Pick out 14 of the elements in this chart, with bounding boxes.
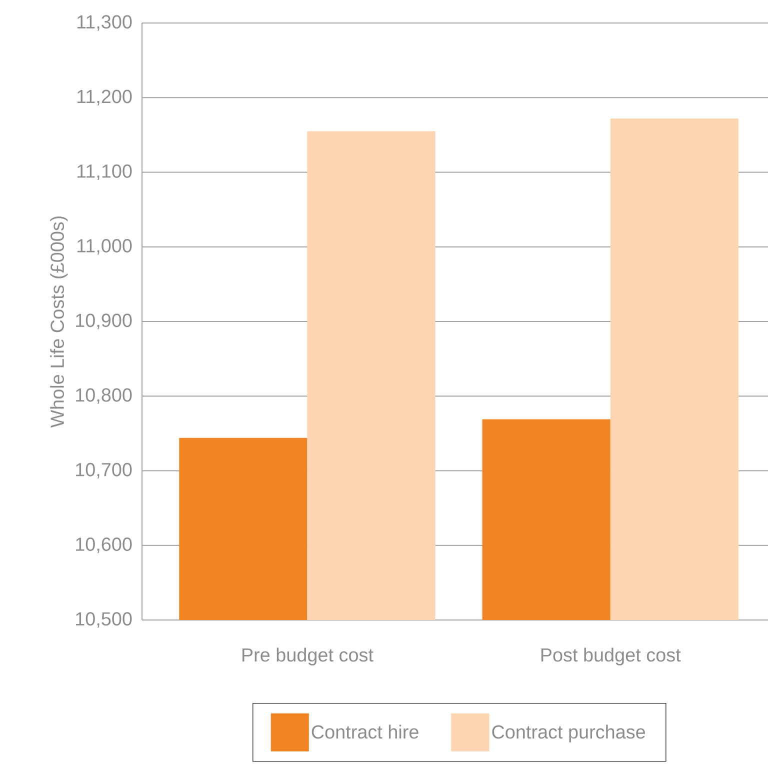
y-tick-label: 10,800 [76,388,132,404]
y-tick-label: 10,600 [76,538,132,554]
x-tick-label: Post budget cost [541,648,681,666]
y-tick-label: 11,200 [77,90,132,106]
y-tick-label: 10,900 [76,314,132,330]
y-tick-label: 10,500 [76,612,132,628]
y-axis-title: Whole Life Costs (£000s) [50,216,68,428]
y-tick-label: 11,100 [77,164,132,180]
x-tick-label: Pre budget cost [242,648,374,666]
y-tick-label: 11,300 [77,15,132,31]
legend-label: Contract hire [312,724,418,739]
y-tick-label: 11,000 [77,239,132,255]
legend-label: Contract purchase [492,724,646,742]
y-tick-label: 10,700 [76,462,132,479]
